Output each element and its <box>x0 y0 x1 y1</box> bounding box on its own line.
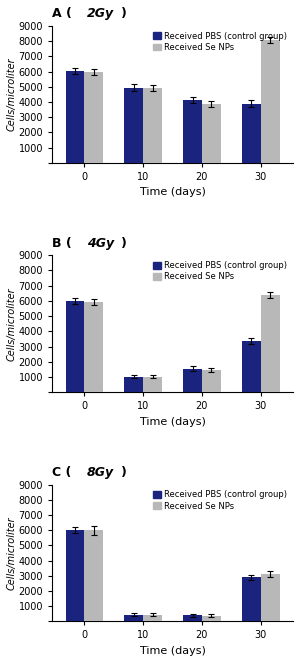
Bar <box>242 577 261 621</box>
Text: 4Gy: 4Gy <box>87 237 114 250</box>
Bar <box>183 369 202 392</box>
Bar <box>124 88 143 163</box>
X-axis label: Time (days): Time (days) <box>140 646 206 656</box>
Bar <box>261 40 280 163</box>
Bar <box>183 615 202 621</box>
Bar <box>261 295 280 392</box>
Bar <box>143 615 162 621</box>
Bar <box>261 574 280 621</box>
Bar <box>143 377 162 392</box>
Y-axis label: Cells/microliter: Cells/microliter <box>7 58 17 131</box>
Text: C (: C ( <box>52 466 71 479</box>
Legend: Received PBS (control group), Received Se NPs: Received PBS (control group), Received S… <box>151 259 289 283</box>
Bar <box>84 530 103 621</box>
Bar <box>202 616 221 621</box>
X-axis label: Time (days): Time (days) <box>140 188 206 198</box>
Bar <box>124 615 143 621</box>
Legend: Received PBS (control group), Received Se NPs: Received PBS (control group), Received S… <box>151 30 289 54</box>
Y-axis label: Cells/microliter: Cells/microliter <box>7 287 17 361</box>
Bar <box>202 104 221 163</box>
Bar <box>84 302 103 392</box>
Bar <box>202 370 221 392</box>
Bar <box>242 103 261 163</box>
Text: ): ) <box>122 237 127 250</box>
Y-axis label: Cells/microliter: Cells/microliter <box>7 516 17 590</box>
Bar <box>65 301 84 392</box>
Text: ): ) <box>122 7 127 21</box>
Bar <box>183 99 202 163</box>
Bar <box>65 71 84 163</box>
Bar <box>143 88 162 163</box>
Legend: Received PBS (control group), Received Se NPs: Received PBS (control group), Received S… <box>151 489 289 512</box>
X-axis label: Time (days): Time (days) <box>140 417 206 427</box>
Bar <box>124 377 143 392</box>
Text: 2Gy: 2Gy <box>87 7 114 21</box>
Bar <box>84 72 103 163</box>
Bar <box>65 530 84 621</box>
Text: A (: A ( <box>52 7 72 21</box>
Text: ): ) <box>122 466 127 479</box>
Bar <box>242 341 261 392</box>
Text: B (: B ( <box>52 237 72 250</box>
Text: 8Gy: 8Gy <box>87 466 114 479</box>
